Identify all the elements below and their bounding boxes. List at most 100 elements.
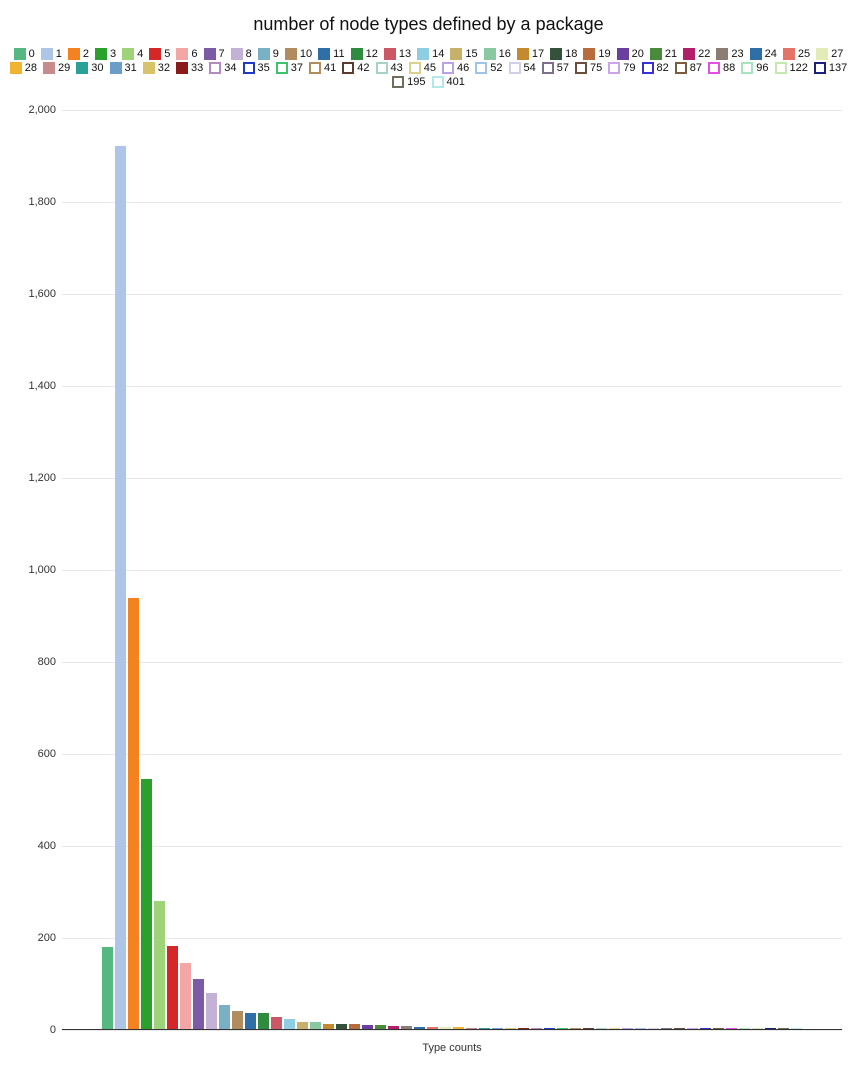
legend-swatch — [143, 62, 155, 74]
legend-item: 54 — [509, 62, 536, 74]
y-tick-label: 200 — [38, 932, 56, 944]
legend-label: 54 — [524, 62, 536, 74]
legend-label: 23 — [731, 48, 743, 60]
y-tick-label: 2,000 — [28, 104, 56, 116]
grid-line — [62, 1030, 842, 1031]
legend-item: 5 — [149, 48, 170, 60]
legend-swatch — [708, 62, 720, 74]
legend-swatch — [783, 48, 795, 60]
legend-label: 33 — [191, 62, 203, 74]
legend-item: 9 — [258, 48, 279, 60]
legend-item: 16 — [484, 48, 511, 60]
legend-label: 16 — [499, 48, 511, 60]
legend-item: 8 — [231, 48, 252, 60]
legend-swatch — [650, 48, 662, 60]
legend-item: 27 — [816, 48, 843, 60]
legend-swatch — [14, 48, 26, 60]
legend-label: 11 — [333, 48, 344, 60]
legend-label: 32 — [158, 62, 170, 74]
legend-item: 401 — [432, 76, 465, 88]
legend-item: 6 — [176, 48, 197, 60]
legend-item: 15 — [450, 48, 477, 60]
legend-label: 75 — [590, 62, 602, 74]
legend-item: 34 — [209, 62, 236, 74]
legend-swatch — [318, 48, 330, 60]
legend-label: 4 — [137, 48, 143, 60]
legend-swatch — [342, 62, 354, 74]
plot-area: 02004006008001,0001,2001,4001,6001,8002,… — [62, 110, 842, 1030]
legend-label: 34 — [224, 62, 236, 74]
bar — [258, 1013, 269, 1030]
legend-item: 41 — [309, 62, 336, 74]
legend-swatch — [384, 48, 396, 60]
bar — [141, 779, 152, 1030]
y-tick-label: 1,000 — [28, 564, 56, 576]
legend-item: 52 — [475, 62, 502, 74]
x-axis-title: Type counts — [62, 1042, 842, 1054]
legend-item: 57 — [542, 62, 569, 74]
legend-swatch — [351, 48, 363, 60]
legend-swatch — [775, 62, 787, 74]
legend-label: 0 — [29, 48, 35, 60]
legend-label: 195 — [407, 76, 425, 88]
legend-item: 25 — [783, 48, 810, 60]
legend-label: 37 — [291, 62, 303, 74]
x-axis-line — [62, 1029, 842, 1030]
legend-swatch — [376, 62, 388, 74]
chart-legend: 0123456789101112131415161718192021222324… — [8, 48, 849, 88]
legend-label: 18 — [565, 48, 577, 60]
legend-label: 57 — [557, 62, 569, 74]
legend-label: 137 — [829, 62, 847, 74]
legend-label: 42 — [357, 62, 369, 74]
chart-title: number of node types defined by a packag… — [0, 14, 857, 35]
legend-label: 43 — [391, 62, 403, 74]
legend-label: 9 — [273, 48, 279, 60]
legend-item: 96 — [741, 62, 768, 74]
legend-swatch — [41, 48, 53, 60]
legend-label: 6 — [191, 48, 197, 60]
legend-item: 18 — [550, 48, 577, 60]
y-tick-label: 1,200 — [28, 472, 56, 484]
legend-item: 137 — [814, 62, 847, 74]
legend-item: 11 — [318, 48, 344, 60]
legend-label: 10 — [300, 48, 312, 60]
legend-swatch — [432, 76, 444, 88]
legend-swatch — [509, 62, 521, 74]
legend-item: 28 — [10, 62, 37, 74]
bars-container — [62, 110, 842, 1030]
legend-label: 79 — [623, 62, 635, 74]
legend-item: 14 — [417, 48, 444, 60]
legend-swatch — [276, 62, 288, 74]
legend-label: 8 — [246, 48, 252, 60]
legend-label: 20 — [632, 48, 644, 60]
legend-item: 79 — [608, 62, 635, 74]
legend-label: 17 — [532, 48, 544, 60]
legend-swatch — [450, 48, 462, 60]
legend-item: 87 — [675, 62, 702, 74]
legend-swatch — [392, 76, 404, 88]
legend-swatch — [209, 62, 221, 74]
legend-label: 25 — [798, 48, 810, 60]
legend-item: 12 — [351, 48, 378, 60]
legend-swatch — [517, 48, 529, 60]
legend-label: 30 — [91, 62, 103, 74]
legend-label: 14 — [432, 48, 444, 60]
legend-swatch — [110, 62, 122, 74]
legend-swatch — [95, 48, 107, 60]
legend-swatch — [675, 62, 687, 74]
legend-label: 29 — [58, 62, 70, 74]
y-tick-label: 1,600 — [28, 288, 56, 300]
bar — [180, 963, 191, 1030]
legend-swatch — [68, 48, 80, 60]
legend-swatch — [417, 48, 429, 60]
legend-swatch — [285, 48, 297, 60]
legend-item: 7 — [204, 48, 225, 60]
y-tick-label: 800 — [38, 656, 56, 668]
legend-label: 28 — [25, 62, 37, 74]
bar — [128, 598, 139, 1030]
legend-label: 19 — [598, 48, 610, 60]
legend-label: 12 — [366, 48, 378, 60]
legend-swatch — [642, 62, 654, 74]
bar — [232, 1011, 243, 1030]
y-tick-label: 600 — [38, 748, 56, 760]
